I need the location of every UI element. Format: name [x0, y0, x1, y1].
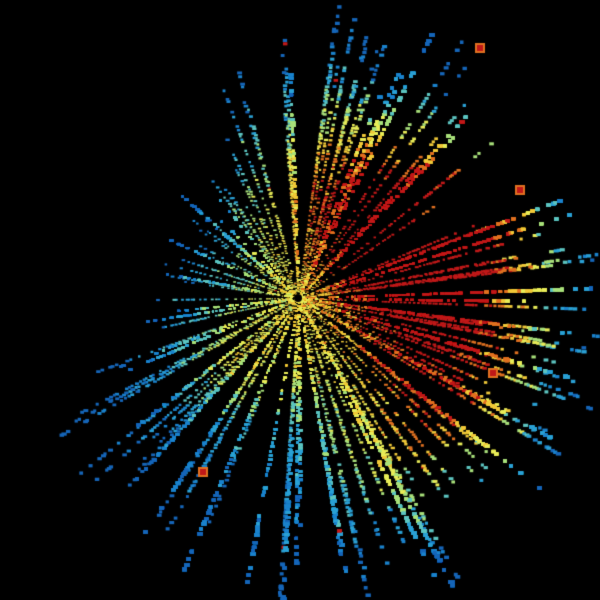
radar-reflectivity-image [0, 0, 600, 600]
